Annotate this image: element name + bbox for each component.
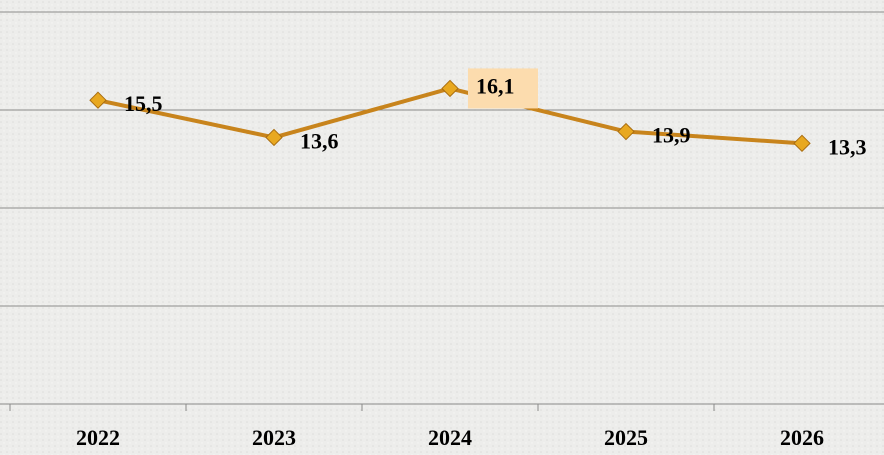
x-tick-label: 2025 — [604, 425, 648, 450]
x-tick-label: 2024 — [428, 425, 472, 450]
marker — [441, 79, 459, 98]
marker — [89, 91, 107, 109]
data-label: 16,1 — [476, 73, 515, 98]
x-tick-label: 2022 — [76, 425, 120, 450]
data-label: 15,5 — [124, 91, 163, 116]
marker — [617, 122, 635, 141]
x-tick-label: 2026 — [780, 425, 824, 450]
x-tick-label: 2023 — [252, 425, 296, 450]
data-label: 13,3 — [828, 134, 867, 159]
marker — [265, 128, 283, 147]
label-highlight — [468, 68, 538, 109]
data-label: 13,9 — [652, 123, 691, 148]
marker — [793, 134, 811, 153]
data-label: 13,6 — [300, 128, 339, 153]
